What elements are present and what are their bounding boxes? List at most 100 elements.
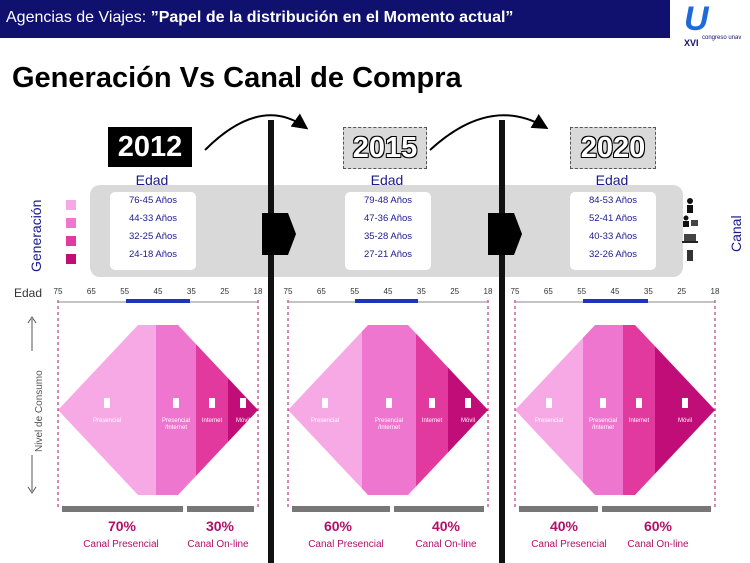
page-title: Generación Vs Canal de Compra — [12, 62, 462, 94]
header-title-prefix: Agencias de Viajes: — [6, 9, 151, 26]
age-range: 47-36 Años — [363, 213, 413, 224]
online-label-2015: Canal On-line — [415, 539, 477, 550]
age-range: 44-33 Años — [128, 213, 178, 224]
tick-label: 65 — [316, 287, 326, 296]
edad-axis-label: Edad — [14, 286, 43, 300]
gen-swatch-1 — [66, 200, 76, 210]
segment-label: Móvil — [460, 418, 475, 424]
segment-label: Internet — [628, 418, 650, 424]
channel-icon — [173, 398, 179, 408]
channel-icon — [682, 398, 688, 408]
header-bar: Agencias de Viajes: ”Papel de la distrib… — [0, 0, 670, 38]
channel-icons — [682, 198, 698, 261]
tick-label: 75 — [53, 287, 63, 296]
segment-label: Internet — [201, 418, 223, 424]
online-label-2012: Canal On-line — [187, 539, 249, 550]
header-title: Agencias de Viajes: ”Papel de la distrib… — [6, 9, 513, 27]
arrow-2015-2020 — [429, 114, 549, 151]
tick-label: 65 — [543, 287, 553, 296]
presencial-pct-2012: 70% — [107, 518, 137, 534]
edad-label-2020: Edad — [595, 172, 629, 188]
channel-icon — [600, 398, 606, 408]
tick-label: 35 — [186, 287, 196, 296]
presencial-pct-2015: 60% — [323, 518, 353, 534]
tick-label: 35 — [416, 287, 426, 296]
tick-label: 55 — [350, 287, 360, 296]
laptop-icon — [682, 234, 698, 243]
channel-icon — [636, 398, 642, 408]
edad-label-2015: Edad — [370, 172, 404, 188]
divider-pole-2 — [488, 120, 522, 563]
age-range: 32-25 Años — [128, 231, 178, 242]
tick-label: 25 — [220, 287, 230, 296]
divider-pole-1 — [262, 120, 296, 563]
segment-label: Presencial — [310, 418, 339, 424]
tick-label: 18 — [253, 287, 263, 296]
tick-label: 55 — [120, 287, 130, 296]
online-pct-2020: 60% — [643, 518, 673, 534]
tick-label: 75 — [510, 287, 520, 296]
segment-label: Presencial /Internet — [374, 418, 403, 431]
presencial-bar — [62, 506, 183, 512]
presencial-pct-2020: 40% — [549, 518, 579, 534]
year-2015: 2015 — [343, 127, 427, 169]
age-range: 84-53 Años — [588, 195, 638, 206]
channel-icon — [386, 398, 392, 408]
edad-label-2012: Edad — [135, 172, 169, 188]
segment-label: Presencial /Internet — [161, 418, 190, 431]
consumo-arrow — [27, 316, 37, 494]
age-range: 32-26 Años — [588, 249, 638, 260]
segment-2 — [623, 325, 655, 495]
tick-label: 45 — [610, 287, 620, 296]
segment-1 — [156, 325, 196, 495]
segment-label: Presencial — [534, 418, 563, 424]
age-range-bar — [126, 299, 190, 303]
header-title-bold: ”Papel de la distribución en el Momento … — [150, 9, 514, 26]
channel-icon — [240, 398, 246, 408]
age-range-bar — [583, 299, 648, 303]
segment-label: Internet — [421, 418, 443, 424]
age-range: 52-41 Años — [588, 213, 638, 224]
age-box-2015: 79-48 Años 47-36 Años 35-28 Años 27-21 A… — [345, 192, 431, 270]
channel-icon — [546, 398, 552, 408]
online-label-2020: Canal On-line — [627, 539, 689, 550]
age-range: 79-48 Años — [363, 195, 413, 206]
online-bar — [394, 506, 484, 512]
gen-swatch-4 — [66, 254, 76, 264]
presencial-bar — [519, 506, 598, 512]
arrow-2012-2015 — [204, 113, 309, 151]
channel-icon — [104, 398, 110, 408]
segment-label: Presencial — [92, 418, 121, 424]
logo-u-icon: U — [684, 0, 709, 38]
gen-swatch-3 — [66, 236, 76, 246]
segment-label: Móvil — [677, 418, 692, 424]
tick-label: 35 — [643, 287, 653, 296]
online-pct-2015: 40% — [431, 518, 461, 534]
channel-icon — [322, 398, 328, 408]
online-bar — [187, 506, 254, 512]
mobile-icon — [687, 250, 693, 261]
presencial-label-2015: Canal Presencial — [308, 539, 384, 550]
age-range: 40-33 Años — [588, 231, 638, 242]
logo-text: XVI — [684, 38, 699, 48]
presencial-bar — [292, 506, 390, 512]
age-range: 24-18 Años — [128, 249, 178, 260]
person-icon — [687, 198, 693, 213]
presencial-label-2012: Canal Presencial — [83, 539, 159, 550]
gen-swatch-2 — [66, 218, 76, 228]
channel-icon — [429, 398, 435, 408]
tick-label: 45 — [383, 287, 393, 296]
segment-label: Móvil — [235, 418, 250, 424]
tick-label: 55 — [577, 287, 587, 296]
age-range-bar — [355, 299, 418, 303]
age-box-2012: 76-45 Años 44-33 Años 32-25 Años 24-18 A… — [110, 192, 196, 270]
tick-label: 45 — [153, 287, 163, 296]
age-box-2020: 84-53 Años 52-41 Años 40-33 Años 32-26 A… — [570, 192, 656, 270]
tick-label: 25 — [450, 287, 460, 296]
tick-label: 18 — [483, 287, 493, 296]
segment-label: Presencial /Internet — [588, 418, 617, 431]
age-range: 76-45 Años — [128, 195, 178, 206]
